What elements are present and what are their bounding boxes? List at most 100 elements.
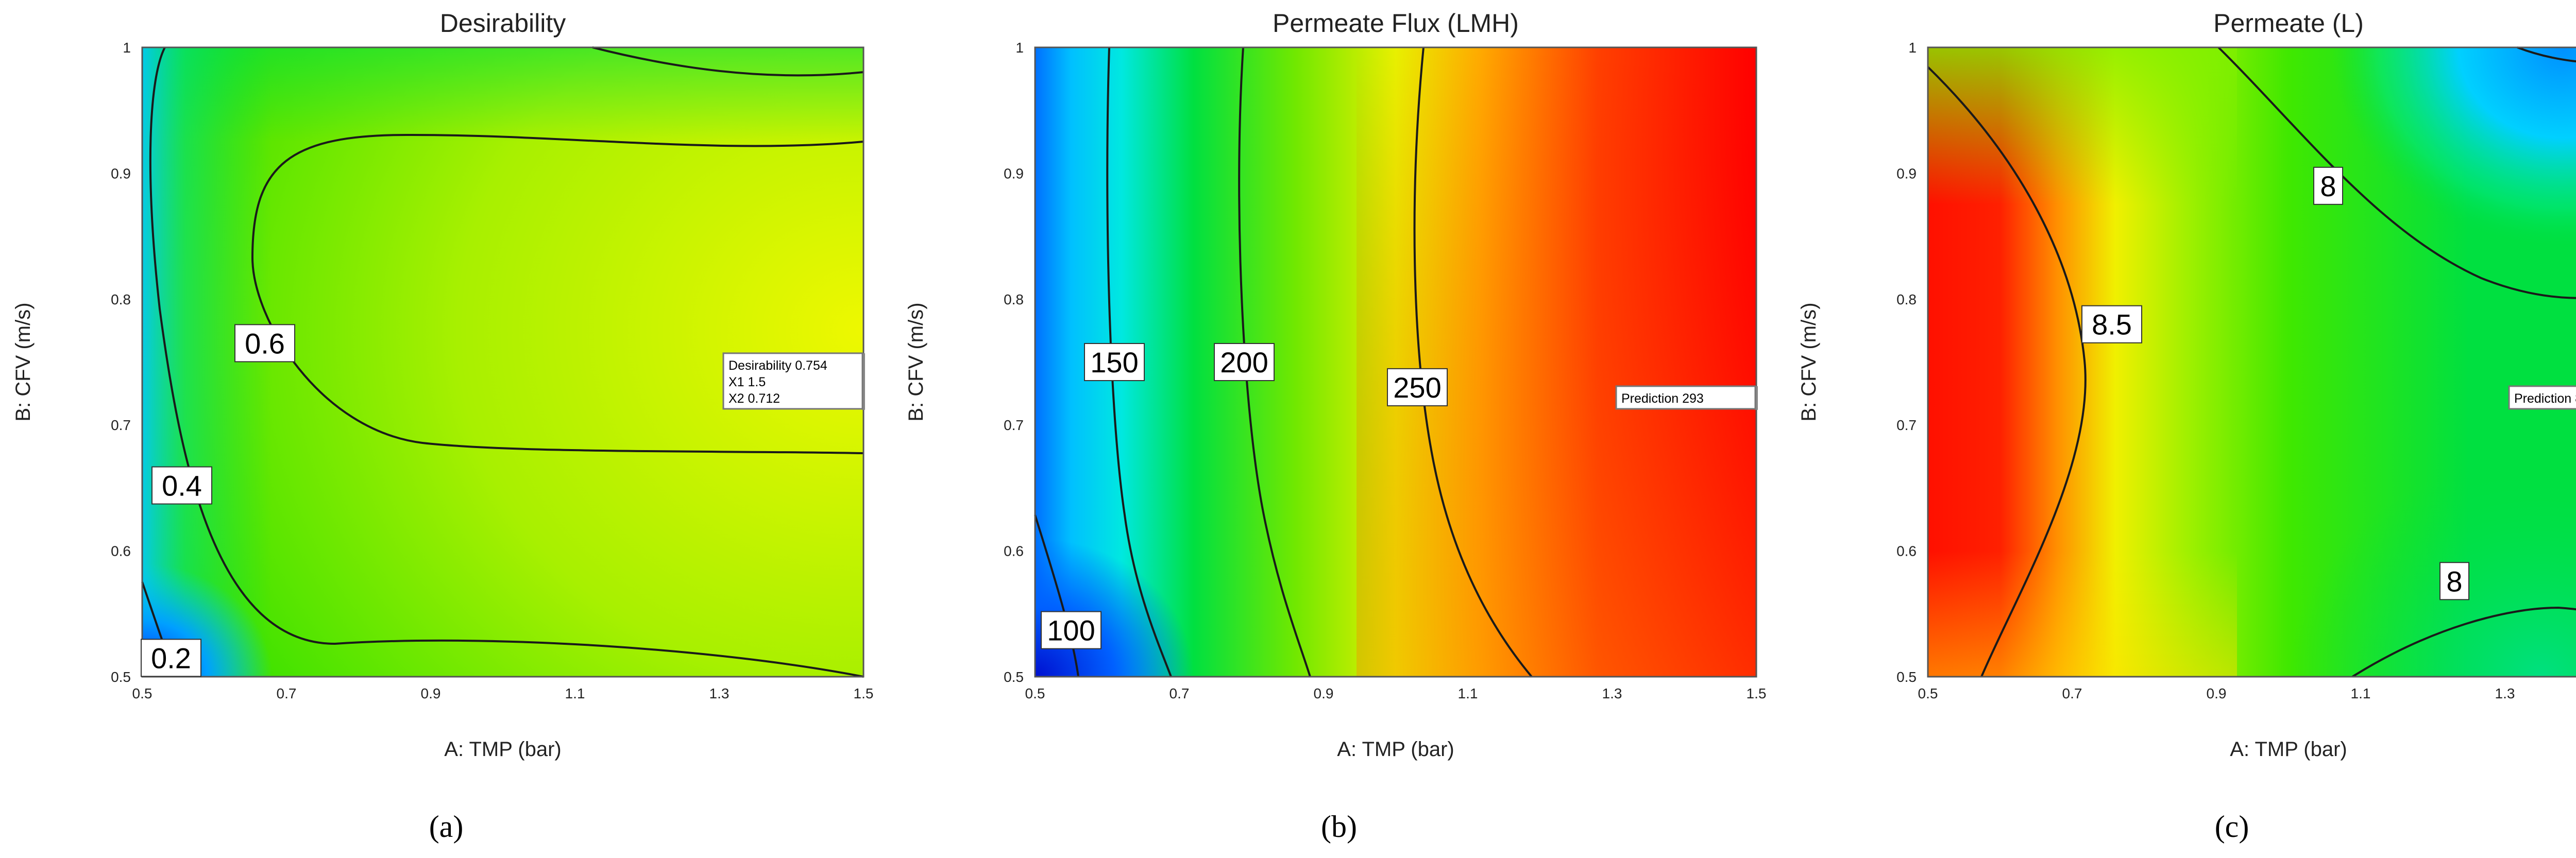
plot-frame xyxy=(1034,46,1757,678)
contour-label-box xyxy=(2081,305,2142,344)
plot-area xyxy=(1035,47,1756,677)
contour-label-box xyxy=(1084,343,1145,381)
x-axis-label: A: TMP (bar) xyxy=(444,738,561,761)
chart-permeate-flux: 100 150 200 250 Prediction 293 0.5 0.7 0.9 1.1… xyxy=(905,9,1766,844)
x-tick-label: 1.1 xyxy=(565,685,585,701)
y-axis-label: B: CFV (m/s) xyxy=(12,302,35,421)
contour-labels: 8.5 8 8 xyxy=(2081,166,2469,600)
chart-permeate-volume: 8.588 Prediction 8.13 0.50.70.91.11.31.5… xyxy=(1798,9,2576,844)
y-tick-label: 0.9 xyxy=(1896,165,1917,181)
x-tick-label: 0.7 xyxy=(277,685,297,701)
contour-line-8-5 xyxy=(1927,66,2087,677)
contour-line-8-upper xyxy=(2217,46,2576,299)
chart-title: Permeate (L) xyxy=(2213,9,2364,38)
y-tick-label: 1 xyxy=(123,40,131,56)
x-tick-label: 0.9 xyxy=(1314,685,1334,701)
chart-desirability: 0.2 0.4 0.6 Desirability 0.754 X1 1.5 X2 0.7… xyxy=(12,9,873,844)
contour-labels: 100 150 200 250 xyxy=(1041,343,1448,649)
contour-line-0-6 xyxy=(251,133,864,454)
flag-text: X2 0.712 xyxy=(728,391,780,406)
tick-labels: 0.5 0.7 0.9 1.1 1.3 1.5 0.5 0.6 0.7 0.8 0.9 1 xyxy=(111,40,873,701)
y-tick-label: 0.5 xyxy=(111,669,131,685)
contour-label-box xyxy=(151,466,212,505)
contour-label: 0.4 xyxy=(162,470,202,502)
y-tick-label: 0.5 xyxy=(1004,669,1024,685)
contour-label: 150 xyxy=(1090,346,1138,379)
contour-label-box xyxy=(2439,562,2469,600)
x-tick-label: 0.5 xyxy=(1918,685,1938,701)
contour-line-0-4 xyxy=(149,47,864,678)
y-axis-label: B: CFV (m/s) xyxy=(905,302,927,421)
x-tick-label: 0.5 xyxy=(1025,685,1045,701)
tick-labels: 0.50.70.91.11.31.50.50.60.70.80.91 xyxy=(1896,40,2515,701)
y-tick-label: 0.6 xyxy=(111,543,131,559)
y-tick-label: 0.8 xyxy=(111,291,131,307)
contour-labels: 0.2 0.4 0.6 xyxy=(141,324,295,677)
contour-line-top xyxy=(592,46,864,77)
x-tick-label: 1.3 xyxy=(2495,685,2515,701)
contour-label: 8 xyxy=(2320,170,2336,202)
chart-title: Desirability xyxy=(440,9,566,38)
y-tick-label: 0.6 xyxy=(1004,543,1024,559)
flag-text: Prediction 293 xyxy=(1621,391,1704,406)
contour-label: 250 xyxy=(1393,371,1441,404)
x-tick-label: 0.7 xyxy=(1170,685,1190,701)
x-tick-label: 0.7 xyxy=(2062,685,2082,701)
x-tick-label: 1.1 xyxy=(2351,685,2371,701)
contour-lines xyxy=(1034,47,1533,678)
contour-line-250 xyxy=(1413,47,1533,678)
contour-label: 200 xyxy=(1220,346,1268,379)
prediction-flag: Prediction 8.13 xyxy=(2508,385,2576,410)
prediction-flag: Desirability 0.754 X1 1.5 X2 0.712 xyxy=(722,352,865,410)
contour-line-100 xyxy=(1034,514,1079,677)
y-tick-label: 0.6 xyxy=(1896,543,1917,559)
contour-label-box xyxy=(1214,343,1275,381)
y-tick-label: 0.8 xyxy=(1004,291,1024,307)
plot-area xyxy=(1928,47,2576,677)
y-tick-label: 0.7 xyxy=(1896,417,1917,433)
contour-label-box xyxy=(1041,611,1101,649)
x-tick-label: 1.5 xyxy=(854,685,874,701)
x-tick-label: 0.9 xyxy=(421,685,441,701)
flag-text: Desirability 0.754 xyxy=(728,358,827,373)
x-tick-label: 1.3 xyxy=(1602,685,1622,701)
flag-box xyxy=(1615,385,1756,410)
contour-label-box xyxy=(234,324,295,363)
panel-caption: (c) xyxy=(2215,810,2249,844)
flag-box xyxy=(2508,385,2576,410)
x-tick-label: 1.1 xyxy=(1458,685,1478,701)
y-tick-label: 0.9 xyxy=(1004,165,1024,181)
panel-caption: (b) xyxy=(1321,810,1357,844)
y-tick-label: 0.7 xyxy=(1004,417,1024,433)
x-tick-label: 1.3 xyxy=(709,685,730,701)
contour-lines xyxy=(1927,46,2576,678)
x-axis-label: A: TMP (bar) xyxy=(2230,738,2347,761)
contour-label-box xyxy=(141,639,201,677)
contour-line-8-lower xyxy=(2351,606,2576,678)
contour-label: 0.6 xyxy=(245,327,285,359)
y-tick-label: 0.7 xyxy=(111,417,131,433)
contour-label-box xyxy=(2313,166,2343,205)
x-axis-label: A: TMP (bar) xyxy=(1337,738,1454,761)
contour-line-200 xyxy=(1238,47,1311,677)
flag-text: Prediction 8.13 xyxy=(2514,391,2576,406)
prediction-flag: Prediction 293 xyxy=(1615,385,1758,410)
contour-label: 8 xyxy=(2446,565,2462,597)
y-axis-label: B: CFV (m/s) xyxy=(1798,302,1820,421)
y-tick-label: 1 xyxy=(1908,40,1917,56)
contour-line-150 xyxy=(1106,47,1172,677)
y-tick-label: 0.9 xyxy=(111,165,131,181)
chart-title: Permeate Flux (LMH) xyxy=(1273,9,1519,38)
panel-caption: (a) xyxy=(429,810,464,844)
contour-label: 0.2 xyxy=(151,642,191,674)
x-tick-label: 0.5 xyxy=(132,685,152,701)
x-tick-label: 0.9 xyxy=(2207,685,2227,701)
y-tick-label: 0.5 xyxy=(1896,669,1917,685)
x-tick-label: 1.5 xyxy=(1747,685,1767,701)
contour-label: 100 xyxy=(1047,614,1095,647)
contour-line-top xyxy=(2517,46,2576,63)
flag-box xyxy=(722,352,863,410)
contour-label-box xyxy=(1387,368,1448,406)
flag-text: X1 1.5 xyxy=(728,375,766,389)
